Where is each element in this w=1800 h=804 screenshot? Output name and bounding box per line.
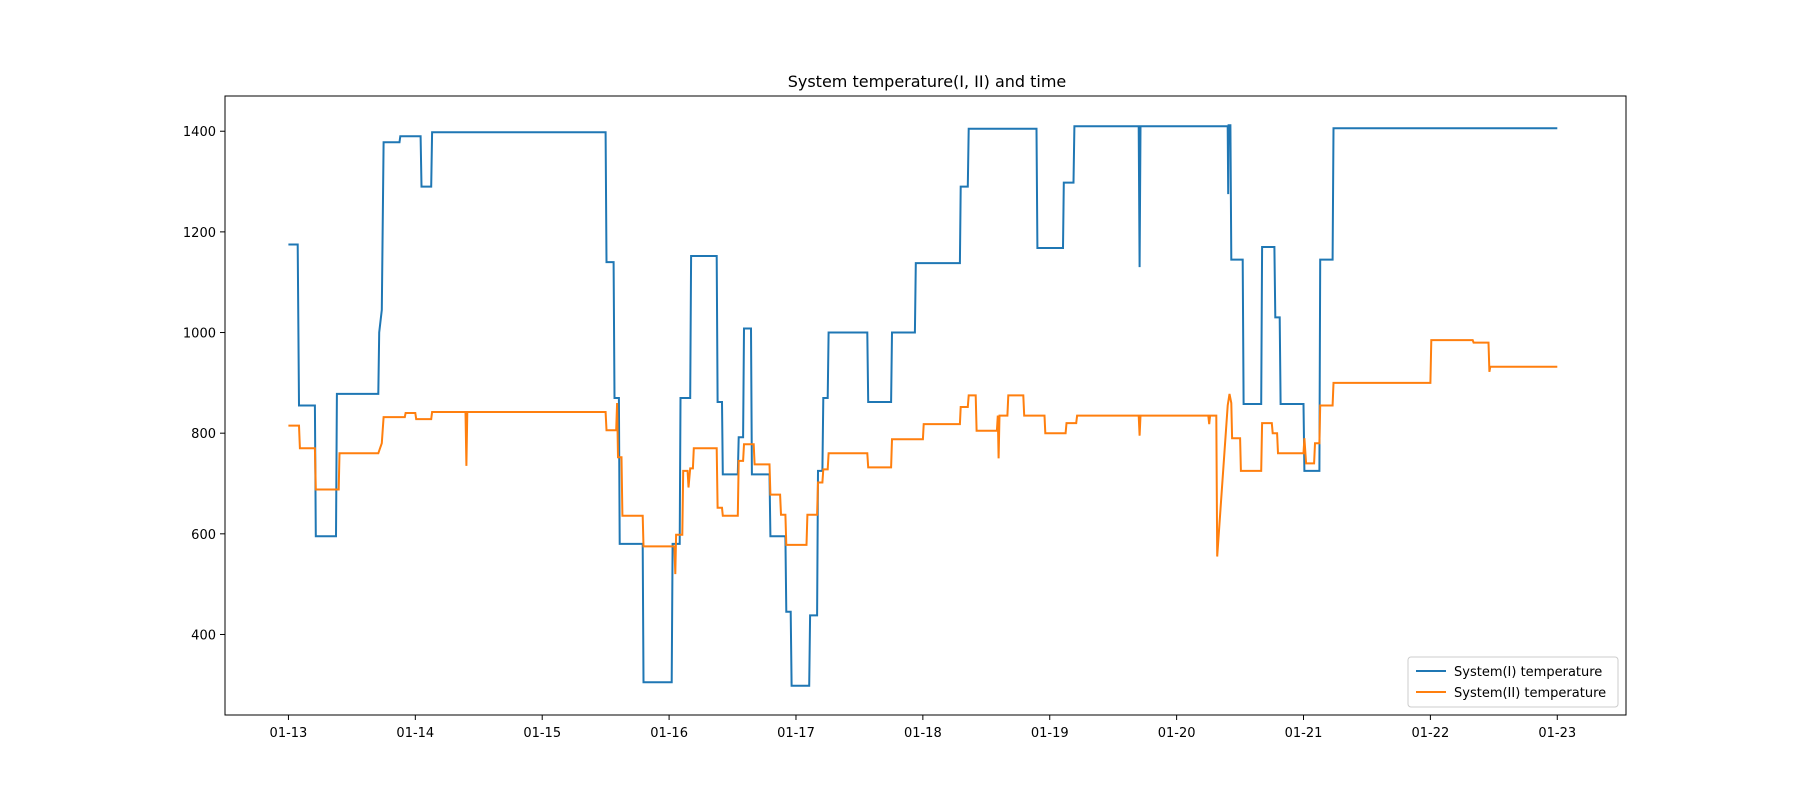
y-axis: 400 600 800 1000 1200 1400 xyxy=(183,125,225,643)
y-tick-label: 1200 xyxy=(183,226,216,241)
x-tick-label: 01-21 xyxy=(1285,726,1323,741)
y-tick-label: 800 xyxy=(191,427,216,442)
y-tick-label: 1400 xyxy=(183,125,216,140)
x-tick-label: 01-17 xyxy=(777,726,815,741)
x-tick-label: 01-22 xyxy=(1411,726,1449,741)
axes-frame xyxy=(224,95,1627,716)
y-tick-label: 600 xyxy=(191,528,216,543)
x-tick-label: 01-20 xyxy=(1158,726,1196,741)
series-line-2 xyxy=(288,339,1558,575)
x-tick-label: 01-18 xyxy=(904,726,942,741)
x-tick-label: 01-19 xyxy=(1031,726,1069,741)
legend-box xyxy=(1407,656,1619,708)
y-tick-label: 400 xyxy=(191,628,216,643)
x-axis: 01-13 01-14 01-15 01-16 01-17 01-18 01-19 01-20… xyxy=(270,715,1576,741)
legend-label: System(I) temperature xyxy=(1454,665,1602,680)
x-tick-label: 01-15 xyxy=(523,726,561,741)
x-tick-label: 01-13 xyxy=(270,726,308,741)
legend: System(I) temperature System(II) temperat… xyxy=(1407,656,1619,708)
plot-lines xyxy=(288,124,1558,687)
x-tick-label: 01-23 xyxy=(1538,726,1576,741)
chart-title: System temperature(I, II) and time xyxy=(787,72,1067,91)
x-tick-label: 01-14 xyxy=(396,726,434,741)
legend-label: System(II) temperature xyxy=(1454,686,1606,701)
x-tick-label: 01-16 xyxy=(650,726,688,741)
series-line-1 xyxy=(288,124,1558,687)
y-tick-label: 1000 xyxy=(183,327,216,342)
